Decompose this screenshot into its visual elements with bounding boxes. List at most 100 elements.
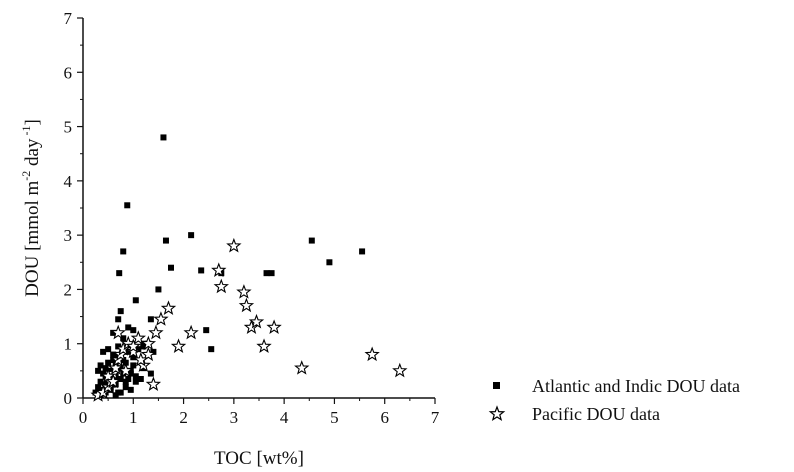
square-point <box>120 248 127 255</box>
star-point <box>108 360 124 375</box>
square-point <box>135 346 142 353</box>
y-axis-title-mid: day <box>22 138 43 171</box>
star-point <box>125 343 141 359</box>
square-point <box>127 386 134 393</box>
square-point <box>147 316 154 323</box>
square-point <box>359 248 366 255</box>
x-tick-label: 3 <box>230 408 239 427</box>
star-point <box>133 351 149 367</box>
y-tick-label: 6 <box>64 63 73 82</box>
square-point <box>127 370 134 377</box>
square-point <box>124 202 131 209</box>
square-point <box>147 370 154 377</box>
y-tick-label: 3 <box>64 226 73 245</box>
star-point <box>392 362 408 378</box>
y-tick-label: 0 <box>64 389 73 408</box>
square-point <box>155 286 162 293</box>
series-1 <box>90 237 408 402</box>
square-point <box>268 270 275 277</box>
square-point <box>102 365 109 372</box>
square-point <box>95 384 102 391</box>
star-point <box>238 297 255 313</box>
square-point <box>326 259 333 266</box>
square-point <box>168 264 174 271</box>
square-point <box>122 384 129 391</box>
star-point <box>256 338 272 353</box>
square-point <box>208 346 215 353</box>
square-point <box>115 343 122 350</box>
square-point <box>117 308 124 315</box>
star-point <box>153 311 169 326</box>
star-point <box>266 319 282 334</box>
series-0 <box>92 134 366 399</box>
y-tick-label: 5 <box>64 118 73 137</box>
square-point <box>160 134 167 141</box>
square-point <box>188 232 195 239</box>
y-axis-title-sup1: -2 <box>19 171 33 181</box>
square-point <box>125 324 132 331</box>
square-point <box>100 348 107 355</box>
square-point <box>263 270 270 277</box>
y-axis-title-end: ] <box>22 119 43 125</box>
square-point <box>140 340 147 347</box>
square-point <box>308 237 315 244</box>
square-point <box>117 365 124 372</box>
y-tick-label: 2 <box>64 280 73 299</box>
star-point <box>211 262 227 277</box>
star-point <box>226 237 242 253</box>
square-point <box>112 392 119 399</box>
square-point <box>95 367 102 374</box>
star-point <box>148 324 164 340</box>
x-tick-label: 4 <box>280 408 289 427</box>
square-point <box>203 327 210 334</box>
square-point <box>110 329 117 336</box>
star-point <box>130 330 146 345</box>
square-point <box>162 237 169 244</box>
star-point <box>118 362 134 378</box>
star-point <box>140 335 157 351</box>
square-point <box>116 270 123 277</box>
square-point <box>117 389 124 396</box>
legend-label-pacific: Pacific DOU data <box>532 404 660 424</box>
star-point <box>100 368 116 383</box>
y-tick-label: 1 <box>64 335 73 354</box>
x-tick-label: 6 <box>380 408 389 427</box>
y-axis-title-sup2: -1 <box>19 126 33 139</box>
y-axis-title: DOU [mmol m-2 day -1] <box>19 119 43 297</box>
star-point <box>110 324 126 340</box>
square-point <box>97 362 104 369</box>
square-point <box>130 362 137 369</box>
square-point <box>120 335 127 342</box>
square-point <box>110 357 117 363</box>
star-point <box>125 338 141 353</box>
x-tick-label: 2 <box>179 408 188 427</box>
star-point <box>248 313 265 329</box>
square-point <box>122 378 129 385</box>
y-axis-title-main: DOU [mmol m <box>22 180 43 296</box>
square-point <box>97 378 104 385</box>
star-point <box>183 324 199 340</box>
star-point <box>140 346 157 362</box>
tick-labels: 0 1 2 3 4 5 6 7 0 1 2 3 4 5 6 7 <box>64 9 440 427</box>
legend-square-marker <box>493 382 500 389</box>
square-point <box>132 378 139 385</box>
square-point <box>130 354 137 361</box>
star-point <box>213 278 229 294</box>
legend-star-marker <box>488 405 506 422</box>
x-tick-label: 7 <box>431 408 440 427</box>
square-point <box>120 357 127 363</box>
x-tick-label: 0 <box>79 408 88 427</box>
ticks <box>77 17 436 404</box>
star-point <box>145 376 162 391</box>
star-point <box>160 300 177 315</box>
x-tick-label: 1 <box>129 408 138 427</box>
legend: Atlantic and Indic DOU data Pacific DOU … <box>488 376 740 424</box>
star-point <box>105 373 121 389</box>
star-point <box>170 338 187 353</box>
square-point <box>150 348 157 355</box>
y-tick-label: 7 <box>64 9 73 28</box>
square-point <box>125 348 132 355</box>
legend-label-atlantic: Atlantic and Indic DOU data <box>532 376 740 396</box>
square-point <box>198 267 205 274</box>
